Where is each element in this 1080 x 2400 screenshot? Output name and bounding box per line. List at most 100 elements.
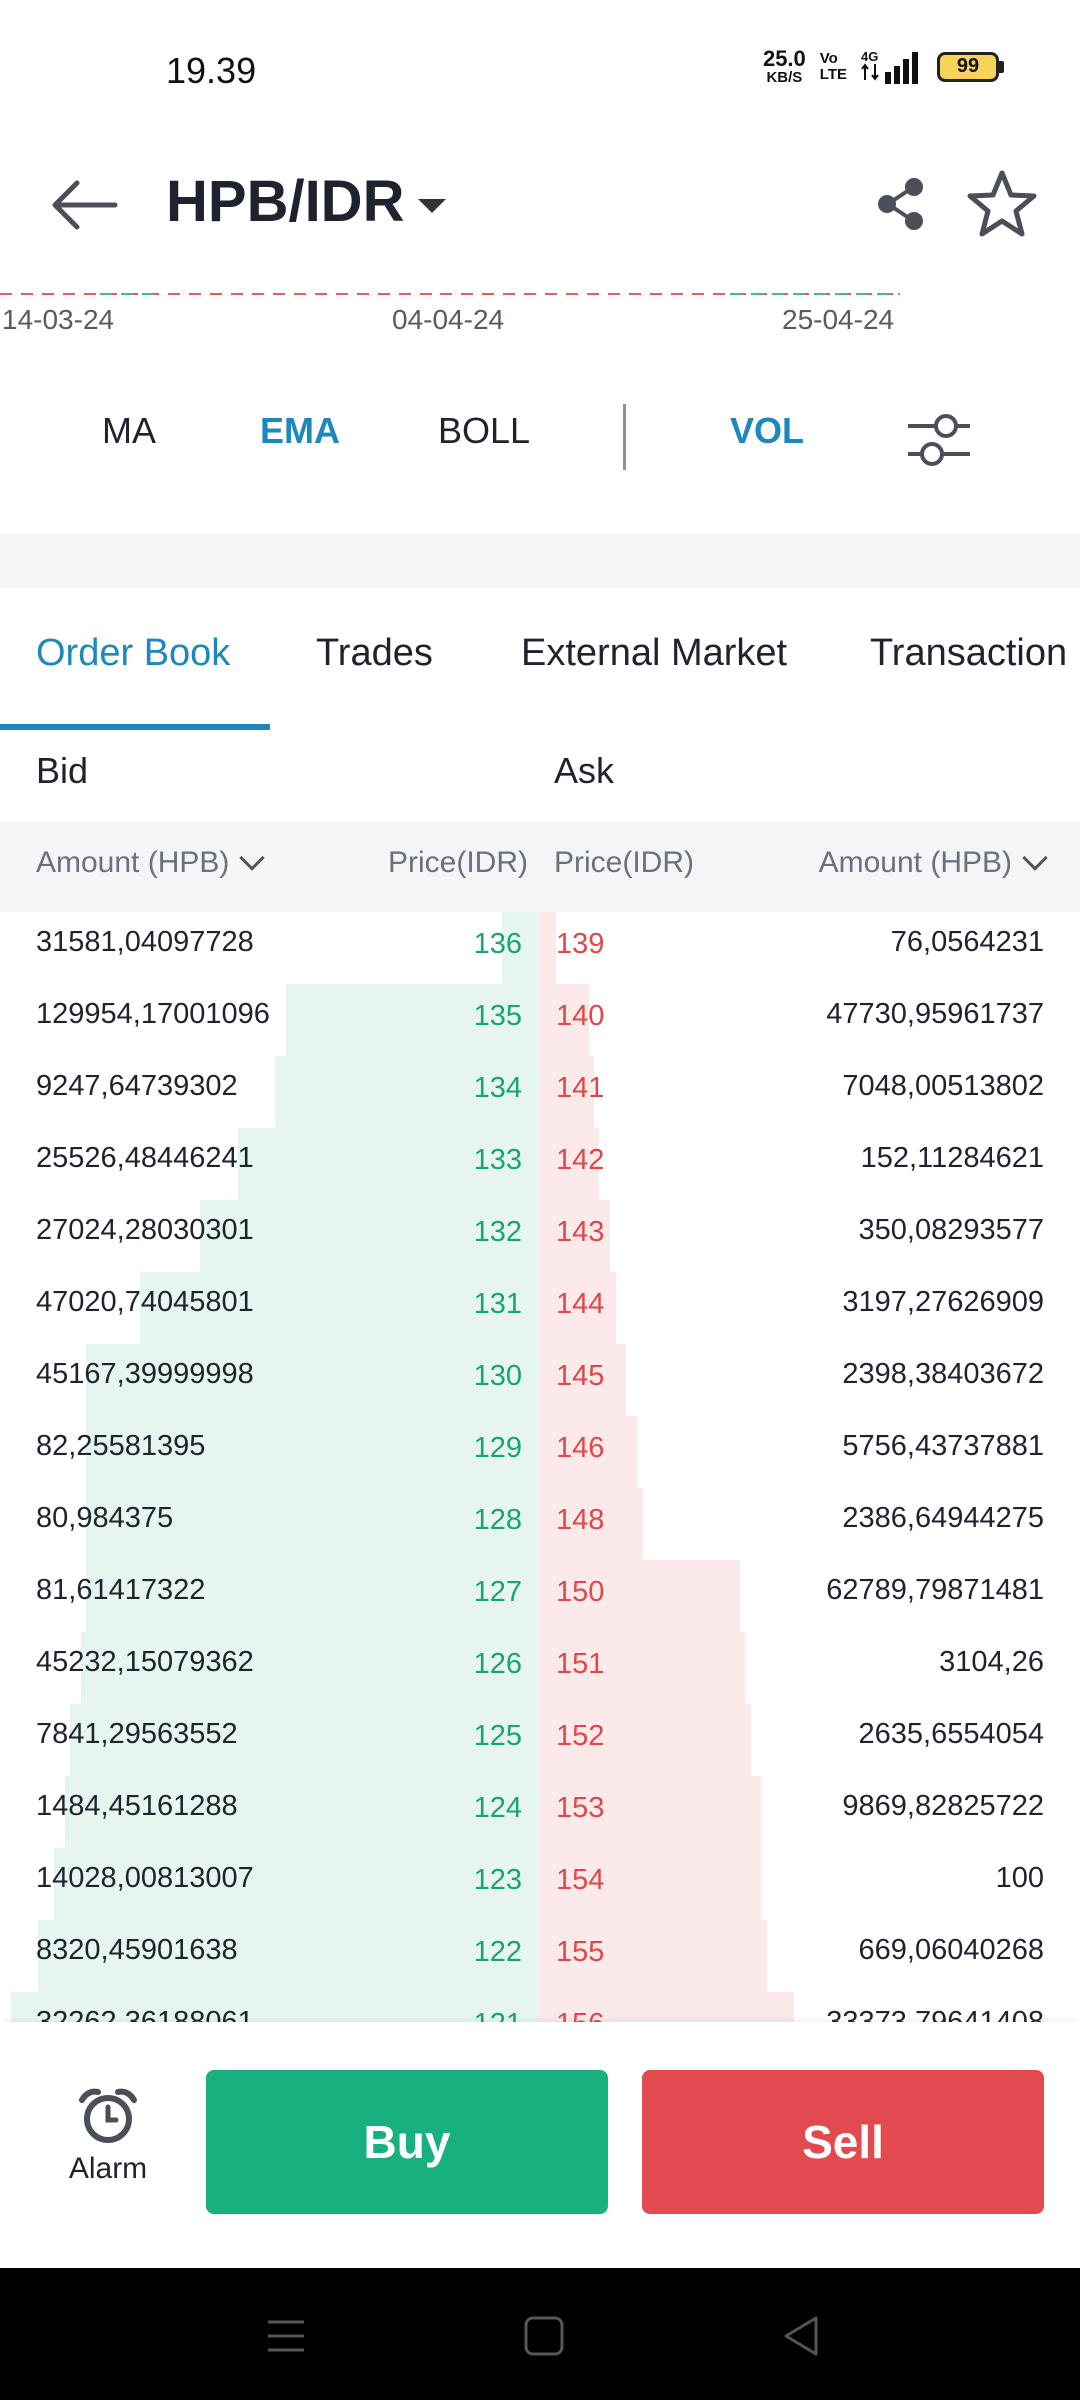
- bid-price: 125: [473, 1720, 522, 1752]
- order-row[interactable]: 14028,00813007 123 154 100: [0, 1848, 1080, 1920]
- system-back-button[interactable]: [772, 2308, 832, 2364]
- ask-depth-bar: [540, 1200, 610, 1272]
- back-arrow-icon: [52, 180, 118, 230]
- ask-price: 152: [556, 1720, 605, 1752]
- bid-depth-bar: [238, 1128, 540, 1200]
- order-row[interactable]: 45167,39999998 130 145 2398,38403672: [0, 1344, 1080, 1416]
- bid-amount: 7841,29563552: [36, 1718, 238, 1750]
- active-tab-indicator: [0, 724, 270, 730]
- star-icon: [967, 170, 1037, 237]
- order-row[interactable]: 81,61417322 127 150 62789,79871481: [0, 1560, 1080, 1632]
- order-book-column-headers: Amount (HPB) Price(IDR) Price(IDR) Amoun…: [0, 822, 1080, 912]
- ask-depth-bar: [540, 1560, 740, 1632]
- indicator-bar: MA EMA BOLL VOL: [0, 396, 1080, 476]
- bid-depth-bar: [86, 1416, 540, 1488]
- bid-price: 131: [473, 1288, 522, 1320]
- order-row[interactable]: 7841,29563552 125 152 2635,6554054: [0, 1704, 1080, 1776]
- tab-transaction[interactable]: Transaction: [870, 632, 1068, 674]
- bid-price: 136: [473, 928, 522, 960]
- tab-external-market[interactable]: External Market: [521, 632, 788, 674]
- ask-amount: 7048,00513802: [842, 1070, 1044, 1102]
- indicator-ma[interactable]: MA: [102, 410, 156, 451]
- date-label: 25-04-24: [782, 304, 895, 335]
- bid-depth-bar: [140, 1272, 540, 1344]
- indicator-divider: [623, 404, 626, 470]
- home-button[interactable]: [514, 2308, 574, 2364]
- bid-amount: 31581,04097728: [36, 926, 254, 958]
- indicator-settings-button[interactable]: [906, 410, 972, 470]
- order-row[interactable]: 47020,74045801 131 144 3197,27626909: [0, 1272, 1080, 1344]
- order-row[interactable]: 45232,15079362 126 151 3104,26: [0, 1632, 1080, 1704]
- back-triangle-icon: [784, 2316, 818, 2356]
- bid-price: 135: [473, 1000, 522, 1032]
- ask-amount-unit-selector[interactable]: Amount (HPB): [818, 845, 1048, 880]
- ask-depth-bar: [540, 984, 589, 1056]
- buy-button[interactable]: Buy: [206, 2070, 608, 2214]
- bid-depth-bar: [286, 984, 540, 1056]
- ask-depth-bar: [540, 1776, 761, 1848]
- ask-amount: 100: [995, 1862, 1044, 1894]
- order-row[interactable]: 129954,17001096 135 140 47730,95961737: [0, 984, 1080, 1056]
- order-row[interactable]: 27024,28030301 132 143 350,08293577: [0, 1200, 1080, 1272]
- ask-price: 145: [556, 1360, 605, 1392]
- indicator-ema[interactable]: EMA: [260, 410, 340, 451]
- ask-price: 139: [556, 928, 605, 960]
- back-button[interactable]: [44, 172, 124, 238]
- order-row[interactable]: 8320,45901638 122 155 669,06040268: [0, 1920, 1080, 1992]
- bid-depth-bar: [275, 1056, 540, 1128]
- market-tabs: Order Book Trades External Market Transa…: [0, 600, 1080, 732]
- indicator-boll[interactable]: BOLL: [438, 410, 531, 451]
- order-row[interactable]: 9247,64739302 134 141 7048,00513802: [0, 1056, 1080, 1128]
- bid-amount-unit-selector[interactable]: Amount (HPB): [36, 845, 266, 880]
- recent-apps-button[interactable]: [256, 2308, 316, 2364]
- bid-depth-bar: [11, 1992, 540, 2022]
- sell-button[interactable]: Sell: [642, 2070, 1044, 2214]
- favorite-button[interactable]: [966, 168, 1038, 240]
- pair-selector[interactable]: HPB/IDR: [166, 168, 447, 235]
- bid-amount: 82,25581395: [36, 1430, 206, 1462]
- ask-depth-bar: [540, 1128, 599, 1200]
- order-row[interactable]: 32262,36188061 121 156 33373,79641408: [0, 1992, 1080, 2022]
- order-row[interactable]: 1484,45161288 124 153 9869,82825722: [0, 1776, 1080, 1848]
- order-book-rows: 31581,04097728 136 139 76,0564231 129954,170…: [0, 912, 1080, 2022]
- bid-price-header: Price(IDR): [388, 846, 528, 879]
- order-row[interactable]: 31581,04097728 136 139 76,0564231: [0, 912, 1080, 984]
- alarm-button[interactable]: Alarm: [50, 2086, 166, 2196]
- ask-price: 151: [556, 1648, 605, 1680]
- ask-amount: 62789,79871481: [826, 1574, 1044, 1606]
- ask-amount-header: Amount (HPB): [818, 846, 1012, 879]
- ask-depth-bar: [540, 1920, 767, 1992]
- tab-order-book[interactable]: Order Book: [36, 632, 231, 674]
- ask-amount: 350,08293577: [858, 1214, 1044, 1246]
- order-row[interactable]: 80,984375 128 148 2386,64944275: [0, 1488, 1080, 1560]
- ask-price: 144: [556, 1288, 605, 1320]
- order-row[interactable]: 82,25581395 129 146 5756,43737881: [0, 1416, 1080, 1488]
- system-nav-bar: [0, 2268, 1080, 2400]
- ask-amount: 5756,43737881: [842, 1430, 1044, 1462]
- bid-price: 124: [473, 1792, 522, 1824]
- bid-amount: 80,984375: [36, 1502, 174, 1534]
- status-bar: 19.39 25.0 KB/S Vo LTE 4G 99: [0, 0, 1080, 140]
- bid-price: 121: [474, 2008, 522, 2022]
- share-button[interactable]: [872, 174, 932, 234]
- menu-icon: [268, 2320, 304, 2352]
- volte-icon: Vo LTE: [820, 50, 847, 83]
- order-row[interactable]: 25526,48446241 133 142 152,11284621: [0, 1128, 1080, 1200]
- bid-price: 128: [473, 1504, 522, 1536]
- bid-amount: 45167,39999998: [36, 1358, 254, 1390]
- bid-amount: 25526,48446241: [36, 1142, 254, 1174]
- status-icons: 25.0 KB/S Vo LTE 4G 99: [763, 48, 1004, 85]
- status-time: 19.39: [166, 50, 257, 91]
- ask-depth-bar: [540, 1344, 626, 1416]
- bid-price: 130: [473, 1360, 522, 1392]
- pair-title: HPB/IDR: [166, 169, 405, 234]
- bid-label: Bid: [36, 750, 89, 791]
- bid-amount: 45232,15079362: [36, 1646, 254, 1678]
- indicator-vol[interactable]: VOL: [730, 410, 805, 451]
- network-speed-unit: KB/S: [766, 69, 803, 86]
- tab-trades[interactable]: Trades: [316, 632, 433, 674]
- ask-price: 156: [556, 2008, 604, 2022]
- ask-amount: 3197,27626909: [842, 1286, 1044, 1318]
- ask-depth-bar: [540, 912, 556, 984]
- alarm-clock-icon: [79, 2088, 137, 2143]
